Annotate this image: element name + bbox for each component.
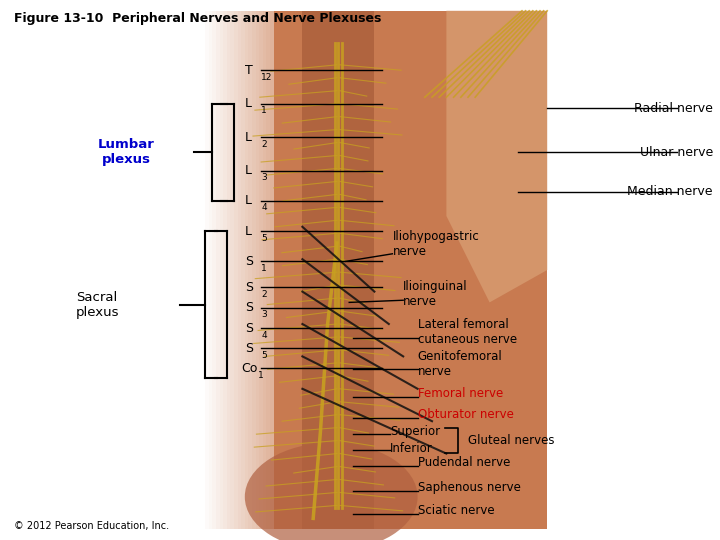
Bar xyxy=(223,11,227,529)
Text: S: S xyxy=(245,281,253,294)
Text: Median nerve: Median nerve xyxy=(627,185,713,198)
Text: 4: 4 xyxy=(261,331,267,340)
Text: 1: 1 xyxy=(261,106,267,115)
Bar xyxy=(205,11,209,529)
Text: Figure 13-10  Peripheral Nerves and Nerve Plexuses: Figure 13-10 Peripheral Nerves and Nerve… xyxy=(14,12,382,25)
Text: Lateral femoral
cutaneous nerve: Lateral femoral cutaneous nerve xyxy=(418,318,517,346)
Text: Saphenous nerve: Saphenous nerve xyxy=(418,481,521,494)
Text: Radial nerve: Radial nerve xyxy=(634,102,713,114)
Bar xyxy=(252,11,256,529)
Text: Obturator nerve: Obturator nerve xyxy=(418,408,513,421)
Bar xyxy=(227,11,230,529)
Bar xyxy=(209,11,212,529)
Bar xyxy=(230,11,234,529)
Text: Lumbar
plexus: Lumbar plexus xyxy=(98,138,154,166)
Text: 1: 1 xyxy=(261,264,267,273)
Bar xyxy=(256,11,259,529)
Text: L: L xyxy=(245,194,252,207)
Text: 4: 4 xyxy=(261,204,267,212)
Bar xyxy=(212,11,216,529)
Text: Co: Co xyxy=(241,362,258,375)
Text: 5: 5 xyxy=(261,234,267,242)
Text: Ulnar nerve: Ulnar nerve xyxy=(639,146,713,159)
Bar xyxy=(245,11,248,529)
Text: S: S xyxy=(245,255,253,268)
Bar xyxy=(263,11,266,529)
Bar xyxy=(248,11,252,529)
Bar xyxy=(274,11,547,529)
Text: 3: 3 xyxy=(261,173,267,182)
Bar xyxy=(266,11,270,529)
Text: 5: 5 xyxy=(261,351,267,360)
Bar xyxy=(259,11,263,529)
Text: Pudendal nerve: Pudendal nerve xyxy=(418,456,510,469)
Text: Iliohypogastric
nerve: Iliohypogastric nerve xyxy=(392,230,479,258)
Bar xyxy=(241,11,245,529)
Text: L: L xyxy=(245,97,252,110)
Text: Femoral nerve: Femoral nerve xyxy=(418,387,503,400)
Bar xyxy=(302,11,374,529)
Text: Inferior: Inferior xyxy=(390,442,433,455)
Text: © 2012 Pearson Education, Inc.: © 2012 Pearson Education, Inc. xyxy=(14,521,169,531)
Bar xyxy=(220,11,223,529)
Text: Superior: Superior xyxy=(390,426,441,438)
Bar xyxy=(216,11,220,529)
Text: S: S xyxy=(245,342,253,355)
Text: Gluteal nerves: Gluteal nerves xyxy=(468,434,554,447)
Text: 12: 12 xyxy=(261,73,273,82)
Text: 3: 3 xyxy=(261,310,267,319)
Bar xyxy=(234,11,238,529)
Polygon shape xyxy=(446,11,547,302)
Text: Ilioinguinal
nerve: Ilioinguinal nerve xyxy=(403,280,468,308)
Text: 2: 2 xyxy=(261,290,267,299)
Text: S: S xyxy=(245,301,253,314)
Text: S: S xyxy=(245,322,253,335)
Text: Sacral
plexus: Sacral plexus xyxy=(76,291,119,319)
Text: 1: 1 xyxy=(258,371,264,380)
Ellipse shape xyxy=(245,443,418,540)
Text: L: L xyxy=(245,131,252,144)
Bar xyxy=(238,11,241,529)
Text: L: L xyxy=(245,225,252,238)
Text: T: T xyxy=(245,64,253,77)
Bar xyxy=(202,11,205,529)
Text: Sciatic nerve: Sciatic nerve xyxy=(418,504,494,517)
Text: Genitofemoral
nerve: Genitofemoral nerve xyxy=(418,350,503,378)
Text: L: L xyxy=(245,164,252,177)
Text: 2: 2 xyxy=(261,140,267,149)
Bar xyxy=(270,11,274,529)
